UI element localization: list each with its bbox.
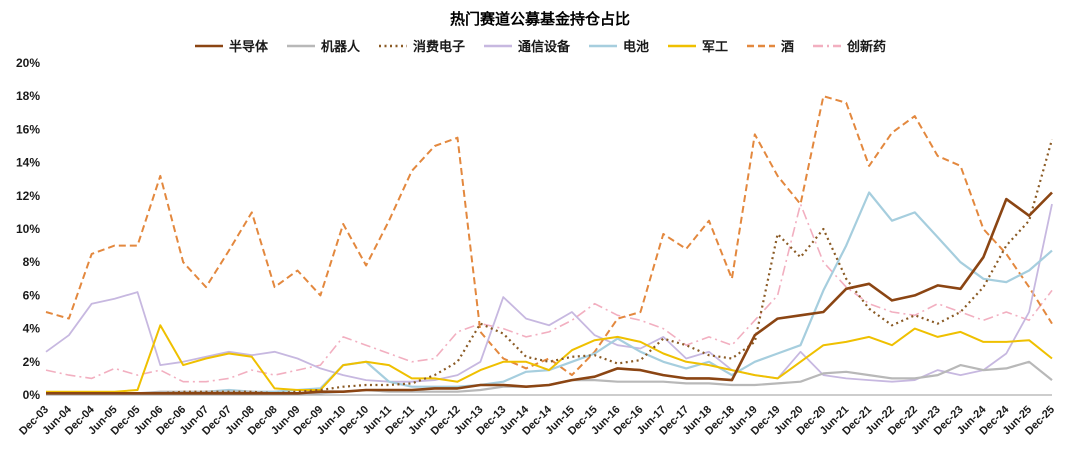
legend-item-半导体: 半导体 (194, 36, 268, 55)
legend-item-军工: 军工 (667, 36, 728, 55)
chart-legend: 半导体 机器人 消费电子 通信设备 电池 军工 酒 创新药 (0, 36, 1080, 55)
series-line-半导体 (46, 191, 1053, 395)
y-axis-label: 20% (16, 56, 40, 70)
legend-item-酒: 酒 (746, 36, 794, 55)
legend-label: 消费电子 (412, 39, 465, 54)
y-axis-label: 16% (16, 122, 40, 136)
legend-swatch (668, 44, 697, 47)
series-line-消费电子 (46, 139, 1054, 395)
legend-label: 酒 (781, 39, 795, 54)
legend-swatch (378, 44, 407, 47)
legend-swatch (483, 44, 512, 47)
series-line-创新药 (45, 203, 1053, 383)
y-axis-label: 10% (16, 222, 40, 236)
series-line-酒 (45, 95, 1053, 377)
legend-label: 机器人 (320, 39, 360, 54)
series-line-军工 (46, 324, 1053, 393)
legend-item-电池: 电池 (588, 36, 649, 55)
legend-item-机器人: 机器人 (286, 36, 360, 55)
legend-item-创新药: 创新药 (812, 36, 886, 55)
legend-swatch (194, 44, 223, 47)
y-axis-label: 4% (23, 322, 41, 336)
legend-label: 半导体 (228, 39, 268, 54)
legend-label: 通信设备 (517, 39, 570, 54)
y-axis-label: 6% (23, 288, 41, 302)
legend-item-通信设备: 通信设备 (483, 36, 570, 55)
series-line-电池 (46, 191, 1053, 395)
series-line-机器人 (46, 360, 1053, 395)
legend-label: 军工 (702, 39, 729, 54)
y-axis-label: 8% (23, 255, 41, 269)
y-axis-label: 18% (16, 89, 40, 103)
legend-swatch (813, 44, 842, 47)
legend-swatch (286, 44, 315, 47)
legend-swatch (747, 44, 776, 47)
line-chart: 0%2%4%6%8%10%12%14%16%18%20%Dec-03Jun-04… (16, 56, 1057, 438)
y-axis-label: 0% (23, 388, 41, 402)
legend-label: 创新药 (847, 39, 887, 54)
chart-title: 热门赛道公募基金持仓占比 (449, 11, 630, 28)
y-axis-label: 2% (23, 355, 41, 369)
legend-label: 电池 (623, 39, 650, 54)
y-axis-label: 12% (16, 189, 40, 203)
legend-swatch (589, 44, 617, 47)
series-line-通信设备 (45, 203, 1053, 383)
y-axis-label: 14% (16, 156, 40, 170)
legend-item-消费电子: 消费电子 (378, 36, 465, 55)
